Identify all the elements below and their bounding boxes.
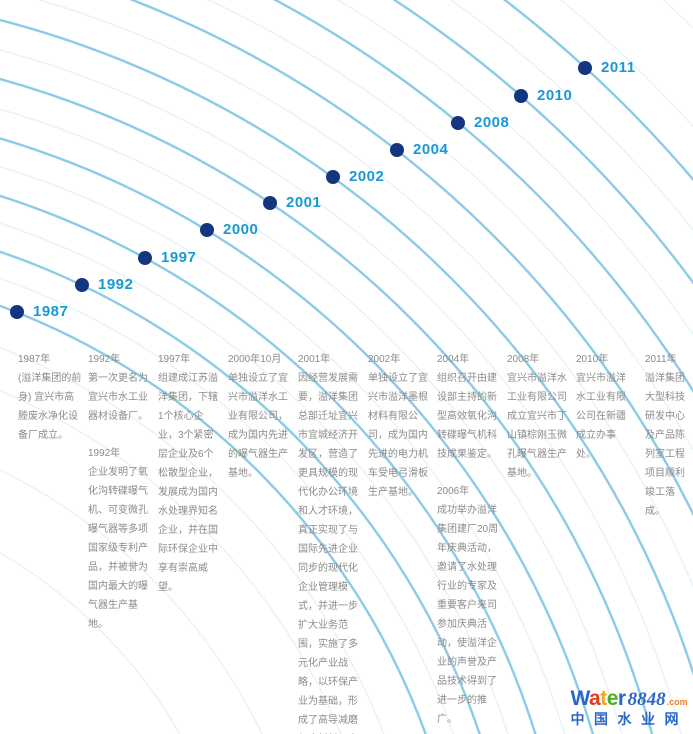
logo-letter: r (617, 687, 626, 710)
milestone-entry: 2002年 单独设立了宜兴市溢洋墨根材料有限公司，成为国内先进的电力机车受电弓滑… (368, 350, 432, 502)
timeline-year-label: 1992 (98, 276, 134, 293)
milestone-entry: 1987年 (溢洋集团的前身) 宜兴市高塍废水净化设备厂成立。 (18, 350, 82, 445)
water-word: Water (570, 687, 627, 710)
timeline-year-label: 1987 (33, 303, 69, 320)
milestone-heading: 2000年10月 (228, 354, 282, 365)
timeline-dot (326, 170, 340, 184)
milestone-column-1997: 1997年 组建成江苏溢洋集团，下辖1个核心企业，3个紧密层企业及6个松散型企业… (158, 350, 222, 615)
milestone-heading: 1987年 (18, 354, 51, 365)
milestone-entry: 2001年 因经营发展需要，溢洋集团总部迁址宜兴市宜城经济开发区，营造了更具规模… (298, 350, 362, 734)
timeline-item-1997: 1997 (138, 249, 197, 266)
milestone-entry: 1997年 组建成江苏溢洋集团，下辖1个核心企业，3个紧密层企业及6个松散型企业… (158, 350, 222, 597)
timeline-year-label: 2004 (413, 141, 449, 158)
milestone-body: 企业发明了氧化沟转碟曝气机、可变微孔曝气器等多项国家级专利产品，并被誉为国内最大… (88, 467, 148, 630)
milestone-heading: 2011年 (645, 354, 677, 365)
milestone-column-2000: 2000年10月 单独设立了宜兴市溢洋水工业有限公司，成为国内先进的曝气器生产基… (228, 350, 292, 501)
milestone-entry: 2011年 溢洋集团大型科技研发中心及产品陈列室工程项目顺利竣工落成。 (645, 350, 693, 521)
milestone-heading: 1992年 (88, 354, 121, 365)
water8848-logo: Water 8848 .com 中国水业网 (571, 688, 689, 726)
water8848-wordmark: Water 8848 .com (571, 688, 689, 709)
timeline-dot (263, 196, 277, 210)
milestone-heading: 2008年 (507, 354, 540, 365)
milestone-column-2008: 2008年 宜兴市溢洋水工业有限公司成立宜兴市丁山镇棕刚玉微孔曝气器生产基地。 (507, 350, 571, 501)
timeline-item-2000: 2000 (200, 221, 259, 238)
timeline-dot (390, 143, 404, 157)
milestone-heading: 2010年 (576, 354, 609, 365)
timeline-year-label: 2008 (474, 114, 510, 131)
logo-letter: W (570, 687, 590, 710)
milestone-column-2001: 2001年 因经营发展需要，溢洋集团总部迁址宜兴市宜城经济开发区，营造了更具规模… (298, 350, 362, 734)
timeline-item-2001: 2001 (263, 194, 322, 211)
timeline-item-2002: 2002 (326, 168, 385, 185)
timeline-item-2008: 2008 (451, 114, 510, 131)
milestone-heading: 1992年 (88, 448, 121, 459)
milestone-body: 溢洋集团大型科技研发中心及产品陈列室工程项目顺利竣工落成。 (645, 373, 685, 517)
milestone-column-2004: 2004年 组织召开由建设部主持的新型高效氧化沟转碟曝气机科技成果鉴定。 200… (437, 350, 501, 734)
logo-letter: a (589, 687, 601, 710)
milestone-heading: 2002年 (368, 354, 401, 365)
milestone-entry: 2008年 宜兴市溢洋水工业有限公司成立宜兴市丁山镇棕刚玉微孔曝气器生产基地。 (507, 350, 571, 483)
timeline-dot (514, 89, 528, 103)
milestone-body: 成功举办溢洋集团建厂20周年庆典活动，邀请了水处理行业的专家及重要客户来司参加庆… (437, 505, 499, 725)
timeline-year-label: 2002 (349, 168, 385, 185)
timeline-dot (10, 305, 24, 319)
milestone-entry: 2004年 组织召开由建设部主持的新型高效氧化沟转碟曝气机科技成果鉴定。 (437, 350, 501, 464)
timeline-item-2004: 2004 (390, 141, 449, 158)
logo-letter: t (600, 687, 607, 710)
milestone-column-1992: 1992年 第一次更名为宜兴市水工业器材设备厂。 1992年 企业发明了氧化沟转… (88, 350, 152, 652)
milestone-column-2002: 2002年 单独设立了宜兴市溢洋墨根材料有限公司，成为国内先进的电力机车受电弓滑… (368, 350, 432, 520)
milestone-body: 单独设立了宜兴市溢洋墨根材料有限公司，成为国内先进的电力机车受电弓滑板生产基地。 (368, 373, 428, 498)
timeline-year-label: 2010 (537, 87, 573, 104)
timeline-year-label: 2000 (223, 221, 259, 238)
milestone-entry: 1992年 企业发明了氧化沟转碟曝气机、可变微孔曝气器等多项国家级专利产品，并被… (88, 444, 152, 634)
milestone-body: 宜兴市溢洋水工业有限公司在新疆成立办事处。 (576, 373, 626, 460)
milestone-body: 组建成江苏溢洋集团，下辖1个核心企业，3个紧密层企业及6个松散型企业，发展成为国… (158, 373, 218, 593)
milestone-entry: 1992年 第一次更名为宜兴市水工业器材设备厂。 (88, 350, 152, 426)
timeline-dot (75, 278, 89, 292)
milestone-heading: 2006年 (437, 486, 470, 497)
logo-letter: e (606, 687, 619, 710)
milestone-column-2010: 2010年 宜兴市溢洋水工业有限公司在新疆成立办事处。 (576, 350, 630, 482)
logo-chinese-name: 中国水业网 (570, 711, 688, 727)
timeline-item-1992: 1992 (75, 276, 134, 293)
milestone-body: 单独设立了宜兴市溢洋水工业有限公司，成为国内先进的曝气器生产基地。 (228, 373, 288, 479)
timeline-year-label: 2001 (286, 194, 322, 211)
timeline-item-2010: 2010 (514, 87, 573, 104)
timeline-year-label: 2011 (601, 59, 636, 76)
timeline-dot (200, 223, 214, 237)
timeline-dot (451, 116, 465, 130)
milestone-entry: 2000年10月 单独设立了宜兴市溢洋水工业有限公司，成为国内先进的曝气器生产基… (228, 350, 292, 483)
logo-number: 8848 (627, 689, 666, 710)
milestone-heading: 2004年 (437, 354, 470, 365)
timeline-dot (138, 251, 152, 265)
milestone-body: 第一次更名为宜兴市水工业器材设备厂。 (88, 373, 148, 422)
milestone-heading: 1997年 (158, 354, 191, 365)
milestone-body: 宜兴市溢洋水工业有限公司成立宜兴市丁山镇棕刚玉微孔曝气器生产基地。 (507, 373, 567, 479)
milestone-column-1987: 1987年 (溢洋集团的前身) 宜兴市高塍废水净化设备厂成立。 (18, 350, 82, 463)
milestone-body: 因经营发展需要，溢洋集团总部迁址宜兴市宜城经济开发区，营造了更具规模的现代化办公… (298, 373, 358, 726)
timeline-item-1987: 1987 (10, 303, 69, 320)
timeline-dot (578, 61, 592, 75)
logo-tld: .com (666, 697, 688, 707)
milestone-entry: 2006年 成功举办溢洋集团建厂20周年庆典活动，邀请了水处理行业的专家及重要客… (437, 482, 501, 729)
milestone-heading: 2001年 (298, 354, 331, 365)
milestone-body: (溢洋集团的前身) 宜兴市高塍废水净化设备厂成立。 (18, 373, 82, 441)
milestone-body: 组织召开由建设部主持的新型高效氧化沟转碟曝气机科技成果鉴定。 (437, 373, 497, 460)
timeline-year-label: 1997 (161, 249, 197, 266)
milestone-column-2011: 2011年 溢洋集团大型科技研发中心及产品陈列室工程项目顺利竣工落成。 (645, 350, 693, 539)
milestone-entry: 2010年 宜兴市溢洋水工业有限公司在新疆成立办事处。 (576, 350, 630, 464)
timeline-item-2011: 2011 (578, 59, 636, 76)
